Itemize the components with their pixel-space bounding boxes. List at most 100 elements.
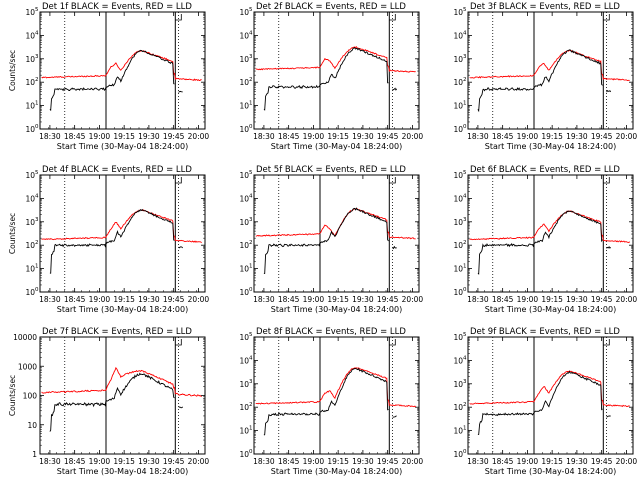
y-tick-exponent: 2 (35, 240, 39, 246)
x-tick-label: 20:00 (616, 295, 638, 304)
x-tick-label: 18:45 (492, 295, 514, 304)
y-tick-exponent: 4 (249, 193, 253, 199)
marker-bracket (175, 14, 182, 21)
y-tick-exponent: 5 (249, 170, 253, 176)
y-tick-label: 10 (25, 78, 35, 87)
y-tick-exponent: 5 (35, 170, 39, 176)
x-tick-label: 19:30 (566, 132, 588, 141)
marker-bracket (603, 177, 610, 184)
panel-title: Det 7f BLACK = Events, RED = LLD (42, 327, 192, 337)
series-lld-line (255, 45, 416, 73)
series-events-line (392, 245, 397, 250)
x-tick-label: 20:00 (402, 457, 424, 466)
y-tick-exponent: 2 (463, 402, 467, 408)
series-lld-line (255, 367, 417, 408)
x-tick-label: 19:00 (303, 132, 325, 141)
y-tick-exponent: 5 (249, 7, 253, 13)
x-tick-label: 19:45 (591, 457, 613, 466)
y-tick-exponent: 2 (249, 240, 253, 246)
y-tick-label: 10 (239, 218, 249, 227)
y-tick-exponent: 3 (35, 54, 39, 60)
x-tick-label: 19:45 (377, 457, 399, 466)
y-tick-label: 10 (25, 265, 35, 274)
y-tick-exponent: 0 (35, 287, 39, 293)
x-tick-label: 18:45 (278, 132, 300, 141)
y-tick-exponent: 3 (463, 379, 467, 385)
panel-title: Det 6f BLACK = Events, RED = LLD (470, 165, 620, 175)
y-tick-exponent: 3 (249, 379, 253, 385)
y-tick-label: 10 (239, 125, 249, 134)
x-tick-label: 19:15 (541, 132, 563, 141)
x-tick-label: 18:45 (64, 295, 86, 304)
x-tick-label: 19:30 (138, 132, 160, 141)
x-tick-label: 19:15 (113, 132, 135, 141)
y-tick-exponent: 0 (35, 124, 39, 130)
panel-title: Det 1f BLACK = Events, RED = LLD (42, 2, 192, 12)
y-tick-exponent: 3 (463, 217, 467, 223)
y-tick-label: 10 (25, 241, 35, 250)
y-tick-exponent: 3 (35, 217, 39, 223)
x-axis-label: Start Time (30-May-04 18:24:00) (57, 142, 188, 151)
series-events-line (606, 415, 611, 418)
x-tick-label: 19:00 (517, 132, 539, 141)
y-tick-label: 10 (453, 102, 463, 111)
y-tick-exponent: 0 (249, 124, 253, 130)
marker-bracket (175, 177, 182, 184)
x-tick-label: 19:30 (352, 457, 374, 466)
y-tick-label: 10 (453, 450, 463, 459)
y-tick-label: 10 (453, 403, 463, 412)
y-tick-label: 10 (25, 194, 35, 203)
y-tick-exponent: 0 (463, 124, 467, 130)
x-tick-label: 18:30 (253, 457, 275, 466)
x-tick-label: 19:00 (303, 295, 325, 304)
x-tick-label: 20:00 (616, 132, 638, 141)
y-tick-label: 10 (239, 288, 249, 297)
x-tick-label: 20:00 (616, 457, 638, 466)
x-tick-label: 18:30 (253, 132, 275, 141)
series-events-line (49, 372, 175, 432)
marker-bracket (389, 177, 396, 184)
y-tick-exponent: 5 (35, 7, 39, 13)
x-tick-label: 18:45 (278, 295, 300, 304)
y-tick-exponent: 0 (249, 287, 253, 293)
series-events-line (477, 370, 603, 435)
y-tick-label: 10 (239, 55, 249, 64)
y-tick-label: 10 (239, 427, 249, 436)
y-tick-label: 10 (239, 171, 249, 180)
y-tick-exponent: 0 (463, 449, 467, 455)
x-tick-label: 18:45 (64, 132, 86, 141)
x-axis-label: Start Time (30-May-04 18:24:00) (485, 305, 616, 314)
y-tick-label: 10 (453, 380, 463, 389)
y-tick-label: 10 (239, 241, 249, 250)
series-lld-line (469, 210, 631, 243)
y-tick-label: 1 (32, 450, 37, 459)
series-events-line (392, 415, 397, 418)
series-lld-line (255, 208, 416, 240)
x-tick-label: 20:00 (402, 295, 424, 304)
series-events-line (477, 49, 603, 113)
x-tick-label: 19:30 (352, 295, 374, 304)
series-events-line (263, 46, 389, 111)
y-tick-label: 10 (453, 288, 463, 297)
x-tick-label: 19:15 (541, 457, 563, 466)
y-tick-exponent: 3 (249, 217, 253, 223)
x-axis-label: Start Time (30-May-04 18:24:00) (271, 305, 402, 314)
x-tick-label: 19:15 (541, 295, 563, 304)
y-tick-label: 10 (239, 265, 249, 274)
x-tick-label: 19:15 (327, 457, 349, 466)
series-events-line (477, 210, 603, 275)
y-tick-exponent: 5 (463, 332, 467, 338)
y-tick-exponent: 2 (35, 77, 39, 83)
x-tick-label: 19:15 (327, 132, 349, 141)
y-tick-exponent: 4 (35, 193, 39, 199)
y-tick-label: 10 (25, 288, 35, 297)
y-tick-exponent: 2 (249, 77, 253, 83)
panel-title: Det 4f BLACK = Events, RED = LLD (42, 165, 192, 175)
x-tick-label: 19:30 (566, 457, 588, 466)
y-tick-label: 1000 (18, 362, 37, 371)
panel-title: Det 8f BLACK = Events, RED = LLD (256, 327, 406, 337)
y-tick-exponent: 1 (249, 426, 253, 432)
